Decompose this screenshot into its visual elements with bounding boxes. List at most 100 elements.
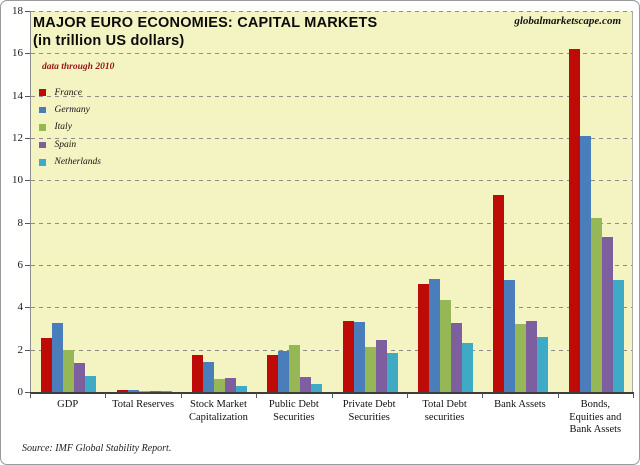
bar-spain [149,391,161,392]
bar-group [559,11,634,392]
bar-group [408,11,483,392]
chart-title: MAJOR EURO ECONOMIES: CAPITAL MARKETS (i… [33,14,377,50]
plot-area [30,11,633,392]
bar-germany [127,390,139,392]
bar-italy [138,390,150,392]
bar-netherlands [160,391,172,392]
y-axis-tick [25,53,30,55]
y-axis-tick [25,180,30,182]
category-label: Public Debt Securities [268,399,319,423]
gridline-6 [31,265,632,266]
y-axis-tick [25,95,30,97]
gridline-18 [31,11,632,12]
bar-spain [74,363,86,392]
bar-group [483,11,558,392]
gridline-2 [31,349,632,351]
source-note: Source: IMF Global Stability Report. [22,443,172,454]
x-axis-tick [180,393,182,398]
legend-item-italy: Italy [39,119,101,136]
y-axis-tick [25,222,30,224]
legend-label: Spain [54,139,77,150]
bar-france [41,338,53,392]
bar-france [342,321,354,392]
legend-label: France [54,87,82,98]
chart-title-line1: MAJOR EURO ECONOMIES: CAPITAL MARKETS [33,15,378,31]
bar-spain [375,340,387,392]
category-label: Bonds, Equities and Bank Assets [569,399,622,435]
x-axis-tick [482,393,484,398]
legend-item-france: France [39,84,101,101]
bar-italy [364,346,376,392]
bar-italy [515,324,527,392]
category-label: Total Reserves [112,399,175,410]
bar-germany [278,350,290,392]
bar-group [257,11,332,392]
bar-group [106,11,181,392]
legend-item-spain: Spain [39,136,101,153]
y-axis-tick [25,11,30,12]
legend-swatch-icon [39,124,46,131]
category-label: Bank Assets [494,399,546,410]
y-axis-label: 10 [12,174,23,187]
bar-netherlands [311,383,323,392]
x-axis-tick [331,393,333,398]
gridline-16 [31,53,632,55]
gridline-4 [31,307,632,309]
x-axis-tick [105,393,107,398]
bar-group [333,11,408,392]
bar-germany [579,135,591,392]
category-label: Private Debt Securities [342,399,396,423]
bar-group [31,11,106,392]
y-axis-label: 4 [17,301,24,314]
y-axis-label: 2 [17,343,24,356]
bar-france [116,390,128,392]
legend-label: Germany [54,105,90,116]
legend-label: Italy [54,122,72,133]
bar-germany [353,322,365,392]
bar-france [568,49,580,392]
chart-title-line2: (in trillion US dollars) [33,33,185,49]
bar-italy [590,218,602,392]
gridline-8 [31,222,632,224]
legend-label: Netherlands [54,157,101,168]
bar-netherlands [386,352,398,392]
y-axis-tick [25,138,30,139]
y-axis-tick [25,265,30,266]
bar-france [493,195,505,392]
bar-italy [213,379,225,392]
legend: France Germany Italy Spain Netherlands [39,84,101,171]
watermark-text: globalmarketscape.com [514,15,621,27]
bar-france [191,354,203,392]
legend-swatch-icon [39,141,46,149]
bar-germany [429,278,441,392]
y-axis-label: 16 [12,47,23,60]
legend-swatch-icon [39,89,46,96]
bar-spain [300,377,312,392]
y-axis-label: 0 [17,386,24,398]
y-axis-tick [25,392,30,393]
x-axis-tick [30,393,31,398]
bar-netherlands [462,343,474,392]
y-axis-label: 18 [12,5,23,17]
gridline-10 [31,180,632,182]
bar-netherlands [612,279,624,392]
y-axis-label: 8 [17,216,24,229]
bar-netherlands [85,376,97,392]
bar-france [418,284,430,392]
legend-item-netherlands: Netherlands [39,154,101,171]
category-label: Stock Market Capitalization [188,399,248,423]
gridline-14 [31,95,632,97]
data-through-note: data through 2010 [42,62,115,72]
x-axis-tick [256,393,258,398]
category-label: Total Debt securities [422,399,467,423]
bar-spain [601,237,613,392]
bar-italy [63,349,75,392]
bar-germany [202,362,214,392]
category-axis-labels: GDP Total Reserves Stock Market Capitaliza… [30,399,633,437]
category-label: GDP [57,399,79,410]
bar-italy [440,299,452,392]
x-axis-tick [633,393,634,398]
bar-spain [526,321,538,392]
bar-france [267,354,279,392]
